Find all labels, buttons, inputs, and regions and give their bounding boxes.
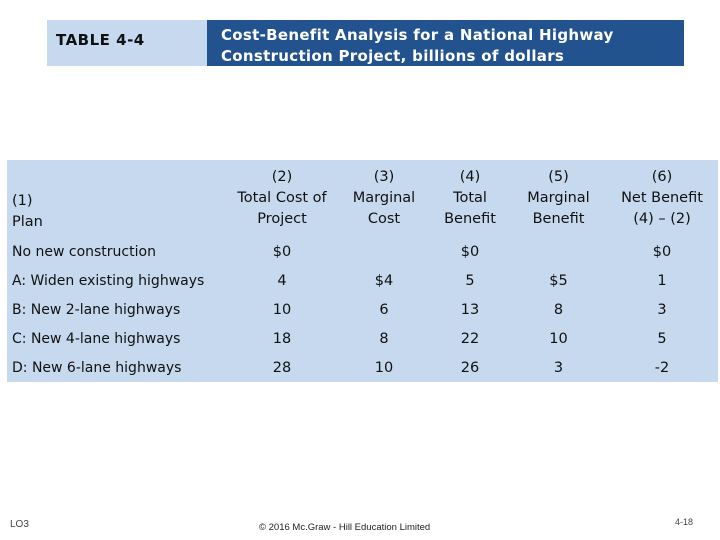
column-header-plan: (1) Plan — [12, 193, 43, 230]
cell-marginal-cost: 6 — [379, 301, 389, 318]
cell-total-cost: 28 — [272, 359, 292, 376]
cell-total-cost: 10 — [272, 301, 292, 318]
table-row: C: New 4-lane highways 18 8 22 10 5 — [7, 324, 718, 353]
cell-plan: No new construction — [12, 243, 156, 260]
column-header-total-cost: (2) Total Cost of Project — [237, 169, 327, 227]
cell-total-benefit: 5 — [465, 272, 475, 289]
cell-marginal-cost: 10 — [374, 359, 394, 376]
cell-marginal-benefit: $5 — [549, 272, 568, 289]
column-header-marginal-benefit: (5) Marginal Benefit — [527, 169, 590, 227]
cell-marginal-benefit — [511, 237, 606, 266]
header-row: (1) Plan (2) Total Cost of Project (3) M… — [7, 160, 718, 237]
cell-net-benefit: 5 — [657, 330, 667, 347]
cell-total-cost: $0 — [272, 243, 292, 260]
table-row: D: New 6-lane highways 28 10 26 3 -2 — [7, 353, 718, 382]
cost-benefit-table: (1) Plan (2) Total Cost of Project (3) M… — [7, 160, 718, 382]
table-number: TABLE 4-4 — [47, 20, 207, 66]
cell-total-benefit: 13 — [460, 301, 480, 318]
table-title-line-1: Cost-Benefit Analysis for a National Hig… — [221, 26, 614, 44]
cell-net-benefit: 1 — [657, 272, 667, 289]
cell-plan: B: New 2-lane highways — [12, 301, 181, 318]
cell-marginal-cost: $4 — [374, 272, 394, 289]
table-title-line-2: Construction Project, billions of dollar… — [221, 47, 565, 65]
table-title: Cost-Benefit Analysis for a National Hig… — [207, 20, 684, 66]
cell-plan: A: Widen existing highways — [12, 272, 205, 289]
table-row: A: Widen existing highways 4 $4 5 $5 1 — [7, 266, 718, 295]
cell-marginal-cost — [339, 237, 429, 266]
learning-objective-label: LO3 — [10, 519, 29, 530]
cell-plan: C: New 4-lane highways — [12, 330, 181, 347]
cell-net-benefit: -2 — [654, 359, 670, 376]
column-header-total-benefit: (4) Total Benefit — [444, 169, 496, 227]
cell-net-benefit: 3 — [657, 301, 667, 318]
cell-marginal-benefit: 3 — [553, 359, 564, 376]
cell-plan: D: New 6-lane highways — [12, 359, 182, 376]
cell-total-benefit: 26 — [460, 359, 480, 376]
copyright-notice: © 2016 Mc.Graw - Hill Education Limited — [259, 522, 431, 533]
cell-total-benefit: 22 — [460, 330, 480, 347]
table-row: No new construction $0 $0 $0 — [7, 237, 718, 266]
cell-marginal-benefit: 10 — [549, 330, 568, 347]
column-header-net-benefit: (6) Net Benefit (4) – (2) — [621, 169, 703, 227]
table-row: B: New 2-lane highways 10 6 13 8 3 — [7, 295, 718, 324]
page-number: 4-18 — [675, 517, 694, 527]
column-header-marginal-cost: (3) Marginal Cost — [352, 169, 416, 227]
cell-marginal-cost: 8 — [379, 330, 389, 347]
cell-total-cost: 18 — [272, 330, 292, 347]
cell-total-benefit: $0 — [460, 243, 480, 260]
cell-total-cost: 4 — [277, 272, 287, 289]
cell-net-benefit: $0 — [652, 243, 672, 260]
cell-marginal-benefit: 8 — [553, 301, 564, 318]
